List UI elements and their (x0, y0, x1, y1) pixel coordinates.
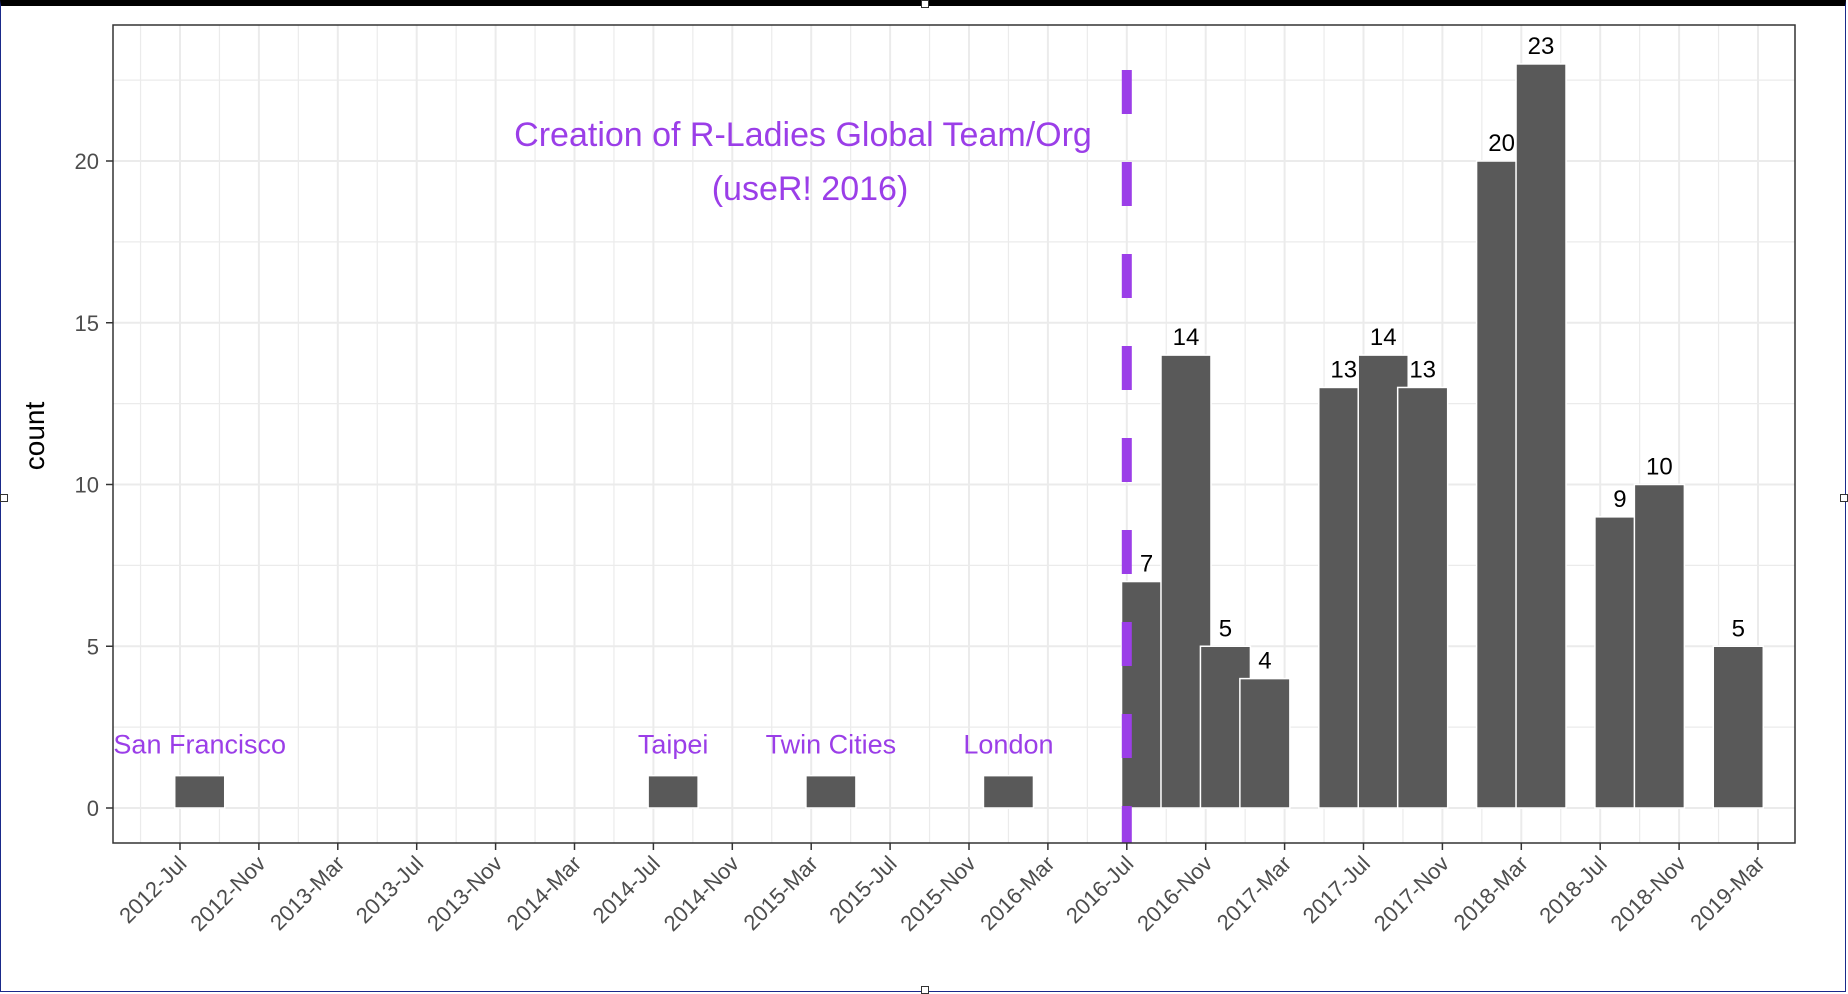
x-tick-label: 2013-Jul (351, 851, 428, 928)
x-tick-label: 2013-Nov (422, 851, 507, 936)
bar (647, 774, 699, 809)
bar-value-label: 13 (1330, 356, 1357, 383)
bar-value-label: 13 (1409, 356, 1436, 383)
bar (805, 774, 857, 809)
y-tick-label: 20 (75, 149, 99, 174)
city-label: San Francisco (113, 730, 286, 760)
bar (1396, 386, 1449, 809)
y-tick-label: 10 (75, 473, 99, 498)
annotation-line-2: (useR! 2016) (712, 170, 909, 208)
x-tick-label: 2012-Nov (185, 851, 270, 936)
bar-value-label: 20 (1488, 130, 1515, 157)
city-label: Taipei (638, 730, 709, 760)
bar-layer (173, 63, 1765, 809)
y-tick-label: 15 (75, 311, 99, 336)
x-tick-label: 2014-Mar (502, 851, 586, 935)
bar (1239, 677, 1291, 809)
bar-value-label: 9 (1613, 486, 1626, 513)
x-tick-label: 2014-Jul (588, 851, 665, 928)
x-tick-label: 2018-Mar (1449, 851, 1533, 935)
bar-value-label: 5 (1732, 615, 1745, 642)
x-tick-label: 2012-Jul (114, 851, 191, 928)
city-label: Twin Cities (766, 730, 897, 760)
x-tick-label: 2015-Jul (824, 851, 901, 928)
bar (1633, 483, 1686, 809)
x-tick-label: 2017-Nov (1369, 851, 1454, 936)
bar (1515, 63, 1567, 809)
bar-value-label: 4 (1258, 648, 1271, 675)
x-tick-label: 2015-Nov (895, 851, 980, 936)
resize-handle-top[interactable] (921, 0, 929, 8)
x-tick-label: 2015-Mar (738, 851, 822, 935)
panel-border (112, 24, 1796, 844)
y-tick-label: 0 (87, 796, 99, 821)
x-tick-label: 2018-Jul (1534, 851, 1611, 928)
bar-value-label: 14 (1173, 324, 1200, 351)
label-layer: San Francisco Taipei Twin Cities London 7 14 5… (113, 33, 1745, 760)
x-tick-label: 2016-Jul (1061, 851, 1138, 928)
bar-value-label: 7 (1140, 551, 1153, 578)
bar-value-label: 14 (1370, 324, 1397, 351)
bar-value-label: 23 (1528, 33, 1555, 60)
city-label: London (963, 730, 1053, 760)
x-tick-label: 2018-Nov (1606, 851, 1691, 936)
x-tick-label: 2019-Mar (1685, 851, 1769, 935)
bar-value-label: 10 (1646, 454, 1673, 481)
y-tick-label: 5 (87, 634, 99, 659)
bar (173, 774, 226, 809)
x-tick-label: 2016-Mar (975, 851, 1059, 935)
x-tick-label: 2014-Nov (659, 851, 744, 936)
x-tick-label: 2016-Nov (1132, 851, 1217, 936)
bar (1712, 645, 1765, 809)
x-tick-label: 2013-Mar (265, 851, 349, 935)
bar (982, 774, 1035, 809)
resize-handle-left[interactable] (0, 494, 8, 502)
x-tick-label: 2017-Mar (1212, 851, 1296, 935)
bar-value-label: 5 (1219, 615, 1232, 642)
y-axis-title: count (19, 402, 50, 471)
annotation-line-1: Creation of R-Ladies Global Team/Org (514, 116, 1092, 154)
x-tick-label: 2017-Jul (1298, 851, 1375, 928)
